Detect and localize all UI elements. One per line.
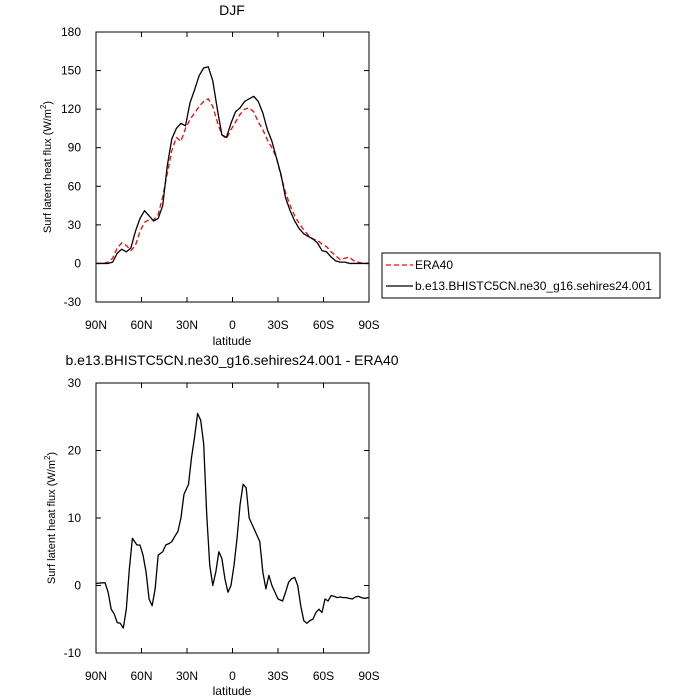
x-tick-label: 90N: [85, 669, 107, 683]
y-tick-label: 120: [61, 102, 81, 116]
y-tick-label: 20: [68, 444, 82, 458]
y-tick-label: 10: [68, 511, 82, 525]
y-tick-label: 0: [74, 579, 81, 593]
x-axis-label: latitude: [213, 334, 252, 348]
plot-frame: [95, 382, 370, 654]
y-tick-label: -30: [64, 295, 82, 309]
x-tick-label: 60S: [313, 669, 334, 683]
series-line-0: [96, 98, 369, 265]
series-group: [95, 412, 370, 629]
y-tick-label: 180: [61, 25, 81, 39]
panel-top: DJF 90N 60N 30N 0 30S 60S 90S -30 0 30 60 90 120 150 1…: [39, 2, 661, 348]
series-line-0: [95, 412, 370, 629]
axis-ticks: 90N 60N 30N 0 30S 60S 90S -30 0 30 60 90 120 150 180: [61, 25, 380, 332]
y-axis-label-tail: ): [46, 452, 58, 456]
x-tick-label: 90S: [358, 318, 379, 332]
x-tick-label: 0: [229, 669, 236, 683]
y-axis-label-sup: 2: [39, 104, 48, 109]
series-line-1: [96, 66, 369, 265]
axis-ticks: 90N 60N 30N 0 30S 60S 90S -10 0 10 20 30: [64, 376, 380, 683]
legend: ERA40 b.e13.BHISTC5CN.ne30_g16.sehires24…: [381, 252, 661, 299]
x-tick-label: 0: [229, 318, 236, 332]
x-tick-label: 60N: [130, 318, 152, 332]
x-tick-label: 30N: [176, 669, 198, 683]
y-tick-label: 150: [61, 64, 81, 78]
y-axis-label: Surf latent heat flux (W/m2): [39, 101, 54, 233]
x-tick-label: 90S: [358, 669, 379, 683]
chart-title: b.e13.BHISTC5CN.ne30_g16.sehires24.001 -…: [65, 352, 398, 368]
legend-label-era40: ERA40: [415, 258, 453, 272]
y-axis-label: Surf latent heat flux (W/m2): [43, 452, 58, 584]
x-tick-label: 60N: [130, 669, 152, 683]
x-tick-label: 30N: [176, 318, 198, 332]
y-tick-label: 30: [68, 218, 82, 232]
series-group: [96, 66, 369, 265]
x-tick-label: 30S: [267, 669, 288, 683]
plot-frame: [95, 31, 370, 303]
y-tick-label: -10: [64, 646, 82, 660]
y-tick-label: 0: [74, 256, 81, 270]
y-tick-label: 90: [68, 141, 82, 155]
y-axis-label-main: Surf latent heat flux (W/m: [46, 460, 58, 584]
y-axis-label-sup: 2: [43, 455, 52, 460]
x-tick-label: 30S: [267, 318, 288, 332]
y-tick-label: 60: [68, 179, 82, 193]
x-axis-label: latitude: [213, 684, 252, 698]
legend-label-model: b.e13.BHISTC5CN.ne30_g16.sehires24.001: [415, 279, 652, 293]
y-tick-label: 30: [68, 376, 82, 390]
x-tick-label: 90N: [85, 318, 107, 332]
panel-bottom: b.e13.BHISTC5CN.ne30_g16.sehires24.001 -…: [43, 352, 399, 698]
x-tick-label: 60S: [313, 318, 334, 332]
chart-title: DJF: [219, 2, 245, 18]
legend-box: [381, 252, 661, 299]
y-axis-label-tail: ): [42, 101, 54, 105]
y-axis-label-main: Surf latent heat flux (W/m: [42, 109, 54, 233]
